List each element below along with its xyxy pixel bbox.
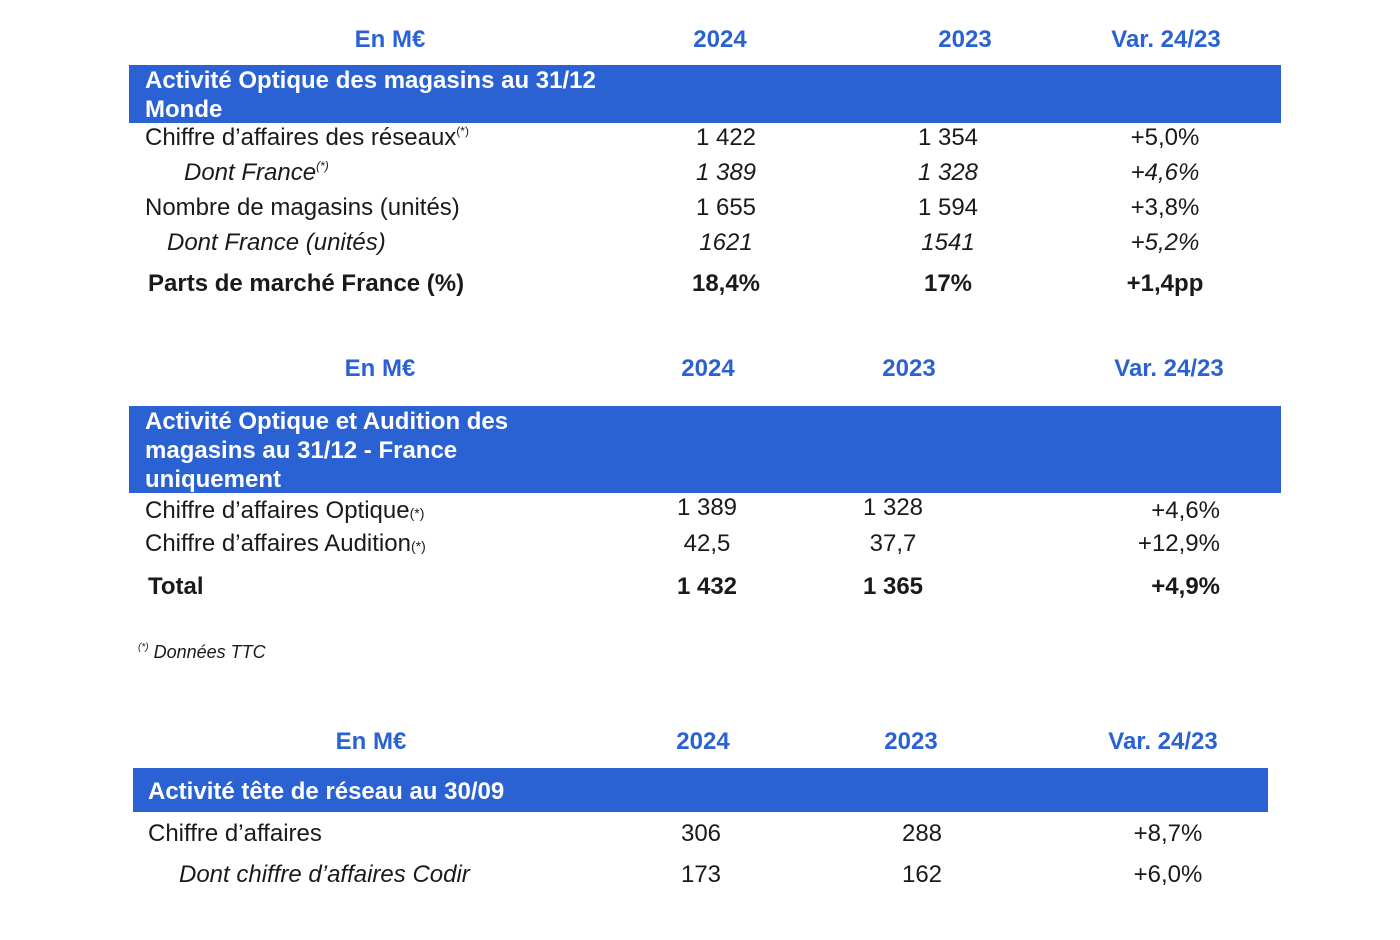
value-2024: 1 389 (676, 494, 738, 521)
section-title-line-3: uniquement (145, 466, 281, 493)
footnote-text: Données TTC (153, 642, 266, 662)
row-label: Dont chiffre d’affaires Codir (179, 861, 470, 888)
total-2023: 1 365 (862, 573, 924, 600)
value-2023: 288 (901, 820, 943, 847)
footnote-marker: (*) (316, 159, 329, 173)
row-label: Dont France(*) (184, 159, 329, 186)
row-label: Chiffre d’affaires Audition(*) (145, 530, 426, 557)
value-2024: 1 422 (695, 124, 757, 151)
row-label: Chiffre d’affaires (148, 820, 322, 847)
header-variation: Var. 24/23 (1114, 355, 1224, 382)
total-2024: 1 432 (676, 573, 738, 600)
header-unit: En M€ (354, 26, 426, 53)
row-label: Nombre de magasins (unités) (145, 194, 460, 221)
value-2023: 37,7 (869, 530, 917, 557)
value-variation: +8,7% (1133, 820, 1203, 847)
footnote-mark: (*) (138, 642, 149, 653)
header-unit: En M€ (335, 728, 407, 755)
row-label: Chiffre d’affaires Optique(*) (145, 497, 425, 524)
header-unit: En M€ (344, 355, 416, 382)
section-title-band (129, 406, 1281, 493)
value-variation: +3,8% (1130, 194, 1200, 221)
value-variation: +5,2% (1130, 229, 1200, 256)
value-variation: +4,6% (1130, 159, 1200, 186)
value-2023: 1 354 (917, 124, 979, 151)
value-2023: 1 594 (917, 194, 979, 221)
section-title-line-1: Activité Optique des magasins au 31/12 (145, 67, 596, 94)
footnote: (*) Données TTC (138, 642, 266, 662)
value-2024: 173 (680, 861, 722, 888)
header-year-2023: 2023 (884, 728, 938, 755)
value-2024: 1621 (699, 229, 753, 256)
section-title-line-1: Activité Optique et Audition des (145, 408, 509, 435)
row-label: Dont France (unités) (167, 229, 386, 256)
header-variation: Var. 24/23 (1111, 26, 1221, 53)
value-2023: 1 328 (862, 494, 924, 521)
header-year-2023: 2023 (882, 355, 936, 382)
value-variation: +12,9% (1137, 530, 1220, 557)
value-variation: +4,6% (1151, 497, 1220, 524)
value-2023: 162 (901, 861, 943, 888)
header-variation: Var. 24/23 (1108, 728, 1218, 755)
value-2024: 1 389 (695, 159, 757, 186)
header-year-2024: 2024 (681, 355, 735, 382)
footnote-marker: (*) (410, 538, 426, 554)
value-variation: +5,0% (1130, 124, 1200, 151)
section-title-line-2: Monde (145, 96, 223, 123)
section-title-line-2: magasins au 31/12 - France (145, 437, 458, 464)
value-2023: 17% (923, 270, 973, 297)
footnote-marker: (*) (456, 124, 469, 138)
section-title-band (133, 768, 1268, 812)
section-title: Activité tête de réseau au 30/09 (148, 778, 505, 805)
header-year-2024: 2024 (693, 26, 747, 53)
value-variation: +1,4pp (1126, 270, 1204, 297)
total-variation: +4,9% (1151, 573, 1220, 600)
value-2023: 1 328 (917, 159, 979, 186)
value-2024: 42,5 (683, 530, 731, 557)
header-year-2023: 2023 (938, 26, 992, 53)
value-2024: 306 (680, 820, 722, 847)
value-2023: 1541 (921, 229, 975, 256)
total-label: Total (148, 573, 204, 600)
value-variation: +6,0% (1133, 861, 1203, 888)
row-label: Parts de marché France (%) (148, 270, 465, 297)
value-2024: 1 655 (695, 194, 757, 221)
row-label: Chiffre d’affaires des réseaux(*) (145, 124, 469, 151)
value-2024: 18,4% (691, 270, 761, 297)
footnote-marker: (*) (409, 505, 425, 521)
header-year-2024: 2024 (676, 728, 730, 755)
section-title-band (129, 65, 1281, 123)
